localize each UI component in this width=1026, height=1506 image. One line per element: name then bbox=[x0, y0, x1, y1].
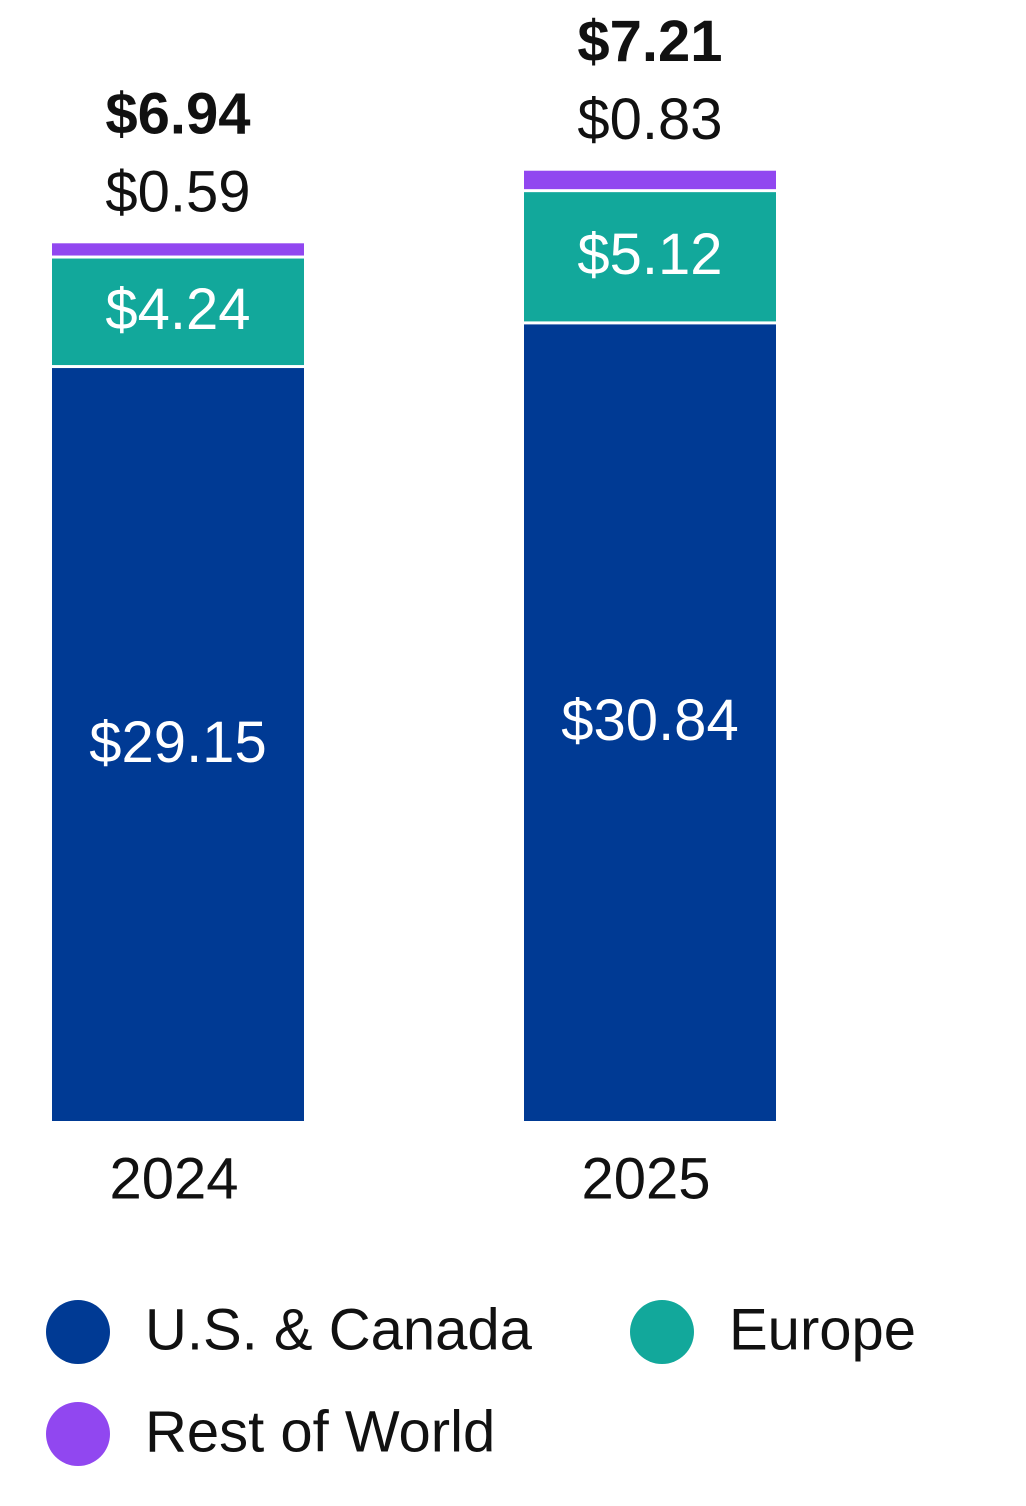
bar-segment bbox=[52, 368, 304, 1121]
x-tick-label: 2025 bbox=[581, 1146, 710, 1211]
bar-segment bbox=[524, 324, 776, 1121]
value-label: $4.24 bbox=[105, 277, 250, 342]
bar-segment bbox=[524, 170, 776, 190]
legend-label: Rest of World bbox=[145, 1399, 495, 1464]
value-label: $0.83 bbox=[577, 87, 722, 152]
legend-swatch bbox=[630, 1300, 694, 1364]
x-tick-label: 2024 bbox=[109, 1146, 238, 1211]
value-label: $30.84 bbox=[561, 688, 738, 753]
total-label: $7.21 bbox=[577, 9, 722, 74]
legend-label: U.S. & Canada bbox=[145, 1297, 533, 1362]
legend-label: Europe bbox=[729, 1297, 916, 1362]
value-label: $29.15 bbox=[89, 710, 266, 775]
value-label: $0.59 bbox=[105, 160, 250, 225]
bar-segment bbox=[524, 192, 776, 322]
total-label: $6.94 bbox=[105, 82, 250, 147]
legend-swatch bbox=[46, 1300, 110, 1364]
bar-segment bbox=[52, 258, 304, 366]
bar-segment bbox=[52, 243, 304, 256]
value-label: $5.12 bbox=[577, 222, 722, 287]
legend-swatch bbox=[46, 1402, 110, 1466]
